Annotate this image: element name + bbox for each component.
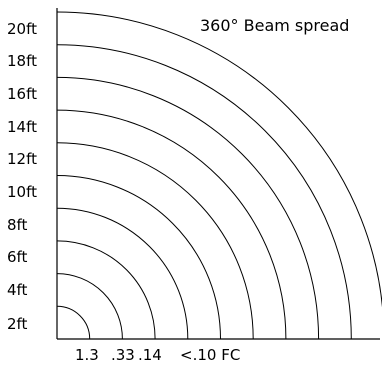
ring-10ft [56,175,221,340]
footcandle-label-033: .33 [111,346,135,364]
footcandle-label-less-010: <.10 FC [180,346,240,364]
ring-20ft [56,11,382,309]
ring-6ft [56,240,156,340]
distance-label-6ft: 6ft [7,248,28,266]
distance-label-12ft: 12ft [7,150,37,168]
distance-label-14ft: 14ft [7,118,37,136]
ring-2ft [56,305,91,340]
footcandle-label-014: .14 [138,346,162,364]
ring-14ft [56,109,287,340]
distance-label-10ft: 10ft [7,183,37,201]
ring-18ft [56,44,352,340]
distance-label-8ft: 8ft [7,216,28,234]
distance-label-20ft: 20ft [7,20,37,38]
distance-label-18ft: 18ft [7,52,37,70]
ring-16ft [56,76,320,340]
ring-8ft [56,207,189,340]
distance-label-16ft: 16ft [7,85,37,103]
distance-label-2ft: 2ft [7,315,28,333]
distance-label-4ft: 4ft [7,281,28,299]
axes [56,8,380,340]
ring-4ft [56,273,123,340]
rings-layer [56,11,382,340]
footcandle-label-1-3: 1.3 [75,346,99,364]
diagram-title: 360° Beam spread [200,16,349,35]
ring-12ft [56,142,254,340]
